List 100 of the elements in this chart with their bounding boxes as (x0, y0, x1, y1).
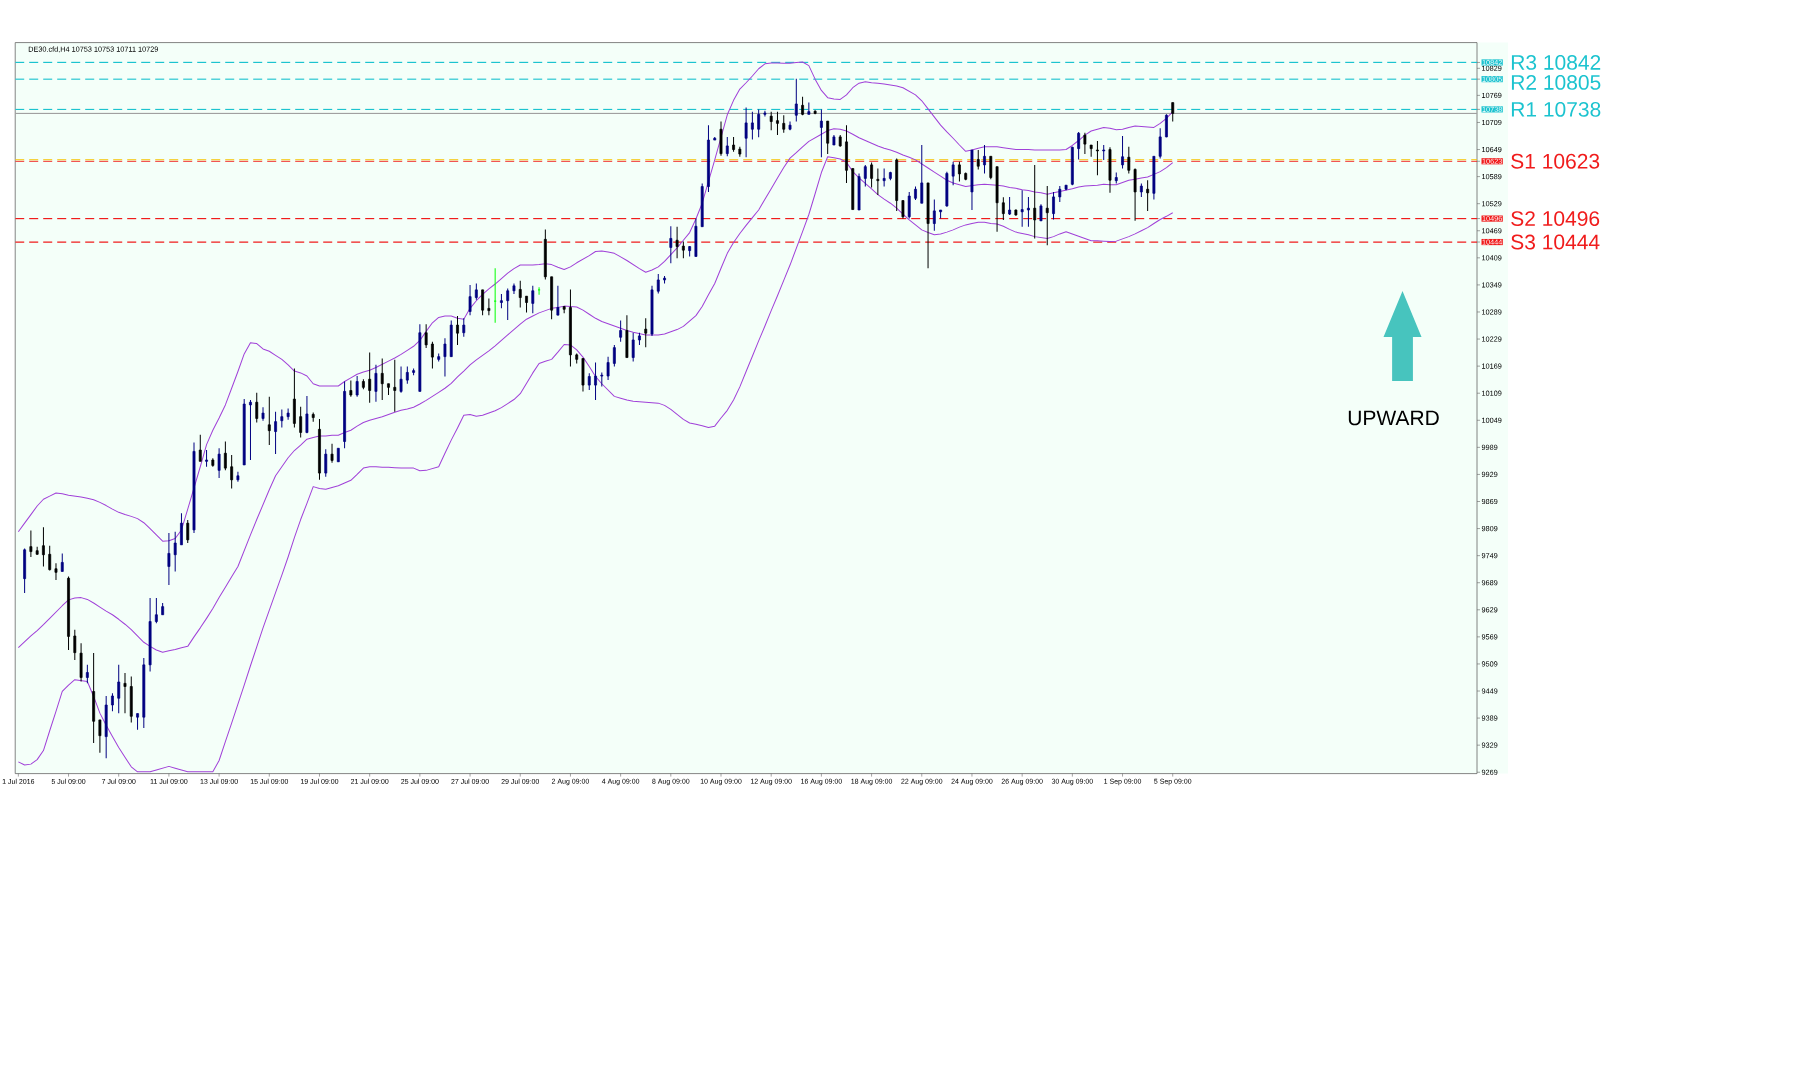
candlestick (60, 552, 64, 572)
candlestick (725, 136, 729, 157)
candlestick (1133, 167, 1137, 222)
candlestick (763, 110, 767, 118)
candlestick (757, 108, 761, 138)
candlestick (431, 341, 434, 369)
candlestick (819, 108, 823, 158)
candlestick (907, 191, 911, 220)
candlestick (456, 315, 459, 346)
candlestick (606, 356, 610, 381)
candlestick (1146, 179, 1150, 212)
candlestick (556, 285, 560, 316)
ref-line-label: S2 10496 (1511, 211, 1600, 227)
candlestick (186, 519, 190, 544)
candlestick (399, 366, 403, 394)
candlestick (443, 337, 447, 378)
candlestick (255, 392, 259, 424)
candlestick (380, 357, 384, 401)
candlestick (217, 447, 221, 479)
candlestick (776, 111, 779, 136)
candlestick (54, 562, 58, 581)
candlestick (506, 288, 510, 321)
candlestick (1077, 131, 1081, 160)
candlestick (644, 317, 648, 348)
candlestick (958, 161, 961, 183)
candlestick (1171, 102, 1175, 123)
candlestick (481, 289, 485, 316)
candlestick (619, 320, 623, 343)
candlestick (324, 448, 328, 478)
ref-line-label: S1 10623 (1511, 153, 1600, 169)
candlestick (1127, 146, 1131, 174)
candlestick (198, 434, 202, 462)
candlestick (744, 107, 748, 158)
candlestick (951, 161, 955, 186)
candlestick (976, 149, 980, 170)
candlestick (1001, 196, 1005, 221)
ref-line-label: S3 10444 (1511, 234, 1600, 250)
candlestick (675, 226, 679, 259)
candlestick (368, 352, 372, 404)
candlestick (1033, 164, 1037, 239)
candlestick (1027, 196, 1030, 228)
candlestick (117, 664, 121, 714)
candlestick (167, 532, 171, 586)
candlestick (932, 199, 936, 232)
candlestick (876, 167, 880, 196)
candlestick (330, 443, 334, 464)
candlestick (882, 167, 886, 188)
candlestick (173, 531, 177, 572)
candlestick (236, 471, 240, 483)
candlestick (29, 529, 33, 558)
candlestick (274, 411, 277, 455)
candlestick (1052, 191, 1055, 220)
candlestick (349, 380, 353, 398)
candlestick (462, 317, 466, 338)
candlestick (769, 111, 773, 131)
candlestick (154, 597, 158, 624)
candlestick (85, 664, 89, 684)
candlestick (42, 526, 45, 567)
candlestick (1020, 189, 1024, 228)
ref-line-label: R2 10805 (1511, 75, 1601, 90)
candlestick (989, 155, 993, 180)
candlestick (594, 362, 597, 401)
candlestick (750, 111, 754, 141)
candlestick (355, 375, 359, 398)
candlestick (48, 545, 52, 572)
candlestick (1045, 185, 1049, 246)
candlestick (468, 284, 472, 316)
candlestick (1008, 196, 1012, 216)
candlestick (424, 323, 428, 349)
candlestick (267, 396, 271, 446)
candlestick (1165, 113, 1168, 138)
candlestick (299, 406, 303, 438)
candlestick (73, 629, 77, 661)
candlestick (111, 692, 114, 712)
candlestick (98, 719, 102, 754)
candlestick (393, 359, 397, 413)
candlestick (983, 144, 986, 174)
candlestick (223, 440, 227, 471)
candlestick (537, 286, 541, 296)
candlestick (286, 408, 290, 421)
candlestick (901, 200, 905, 220)
candlestick (531, 285, 535, 314)
candlestick (1158, 127, 1162, 160)
candlestick (1083, 132, 1087, 155)
candlestick (374, 364, 378, 403)
candlestick (230, 454, 234, 489)
candlestick (656, 273, 660, 294)
candlestick (305, 395, 309, 434)
ref-line-label: R1 10738 (1511, 101, 1601, 117)
candlestick (518, 280, 522, 308)
candlestick (612, 344, 616, 368)
candlestick (920, 144, 924, 204)
candlestick (631, 332, 635, 363)
candlestick (826, 120, 830, 155)
candlestick (870, 162, 873, 188)
candlestick (249, 399, 252, 461)
candlestick (1121, 135, 1124, 169)
candlestick (863, 164, 867, 188)
candlestick (1096, 140, 1099, 176)
candlestick (669, 225, 673, 264)
